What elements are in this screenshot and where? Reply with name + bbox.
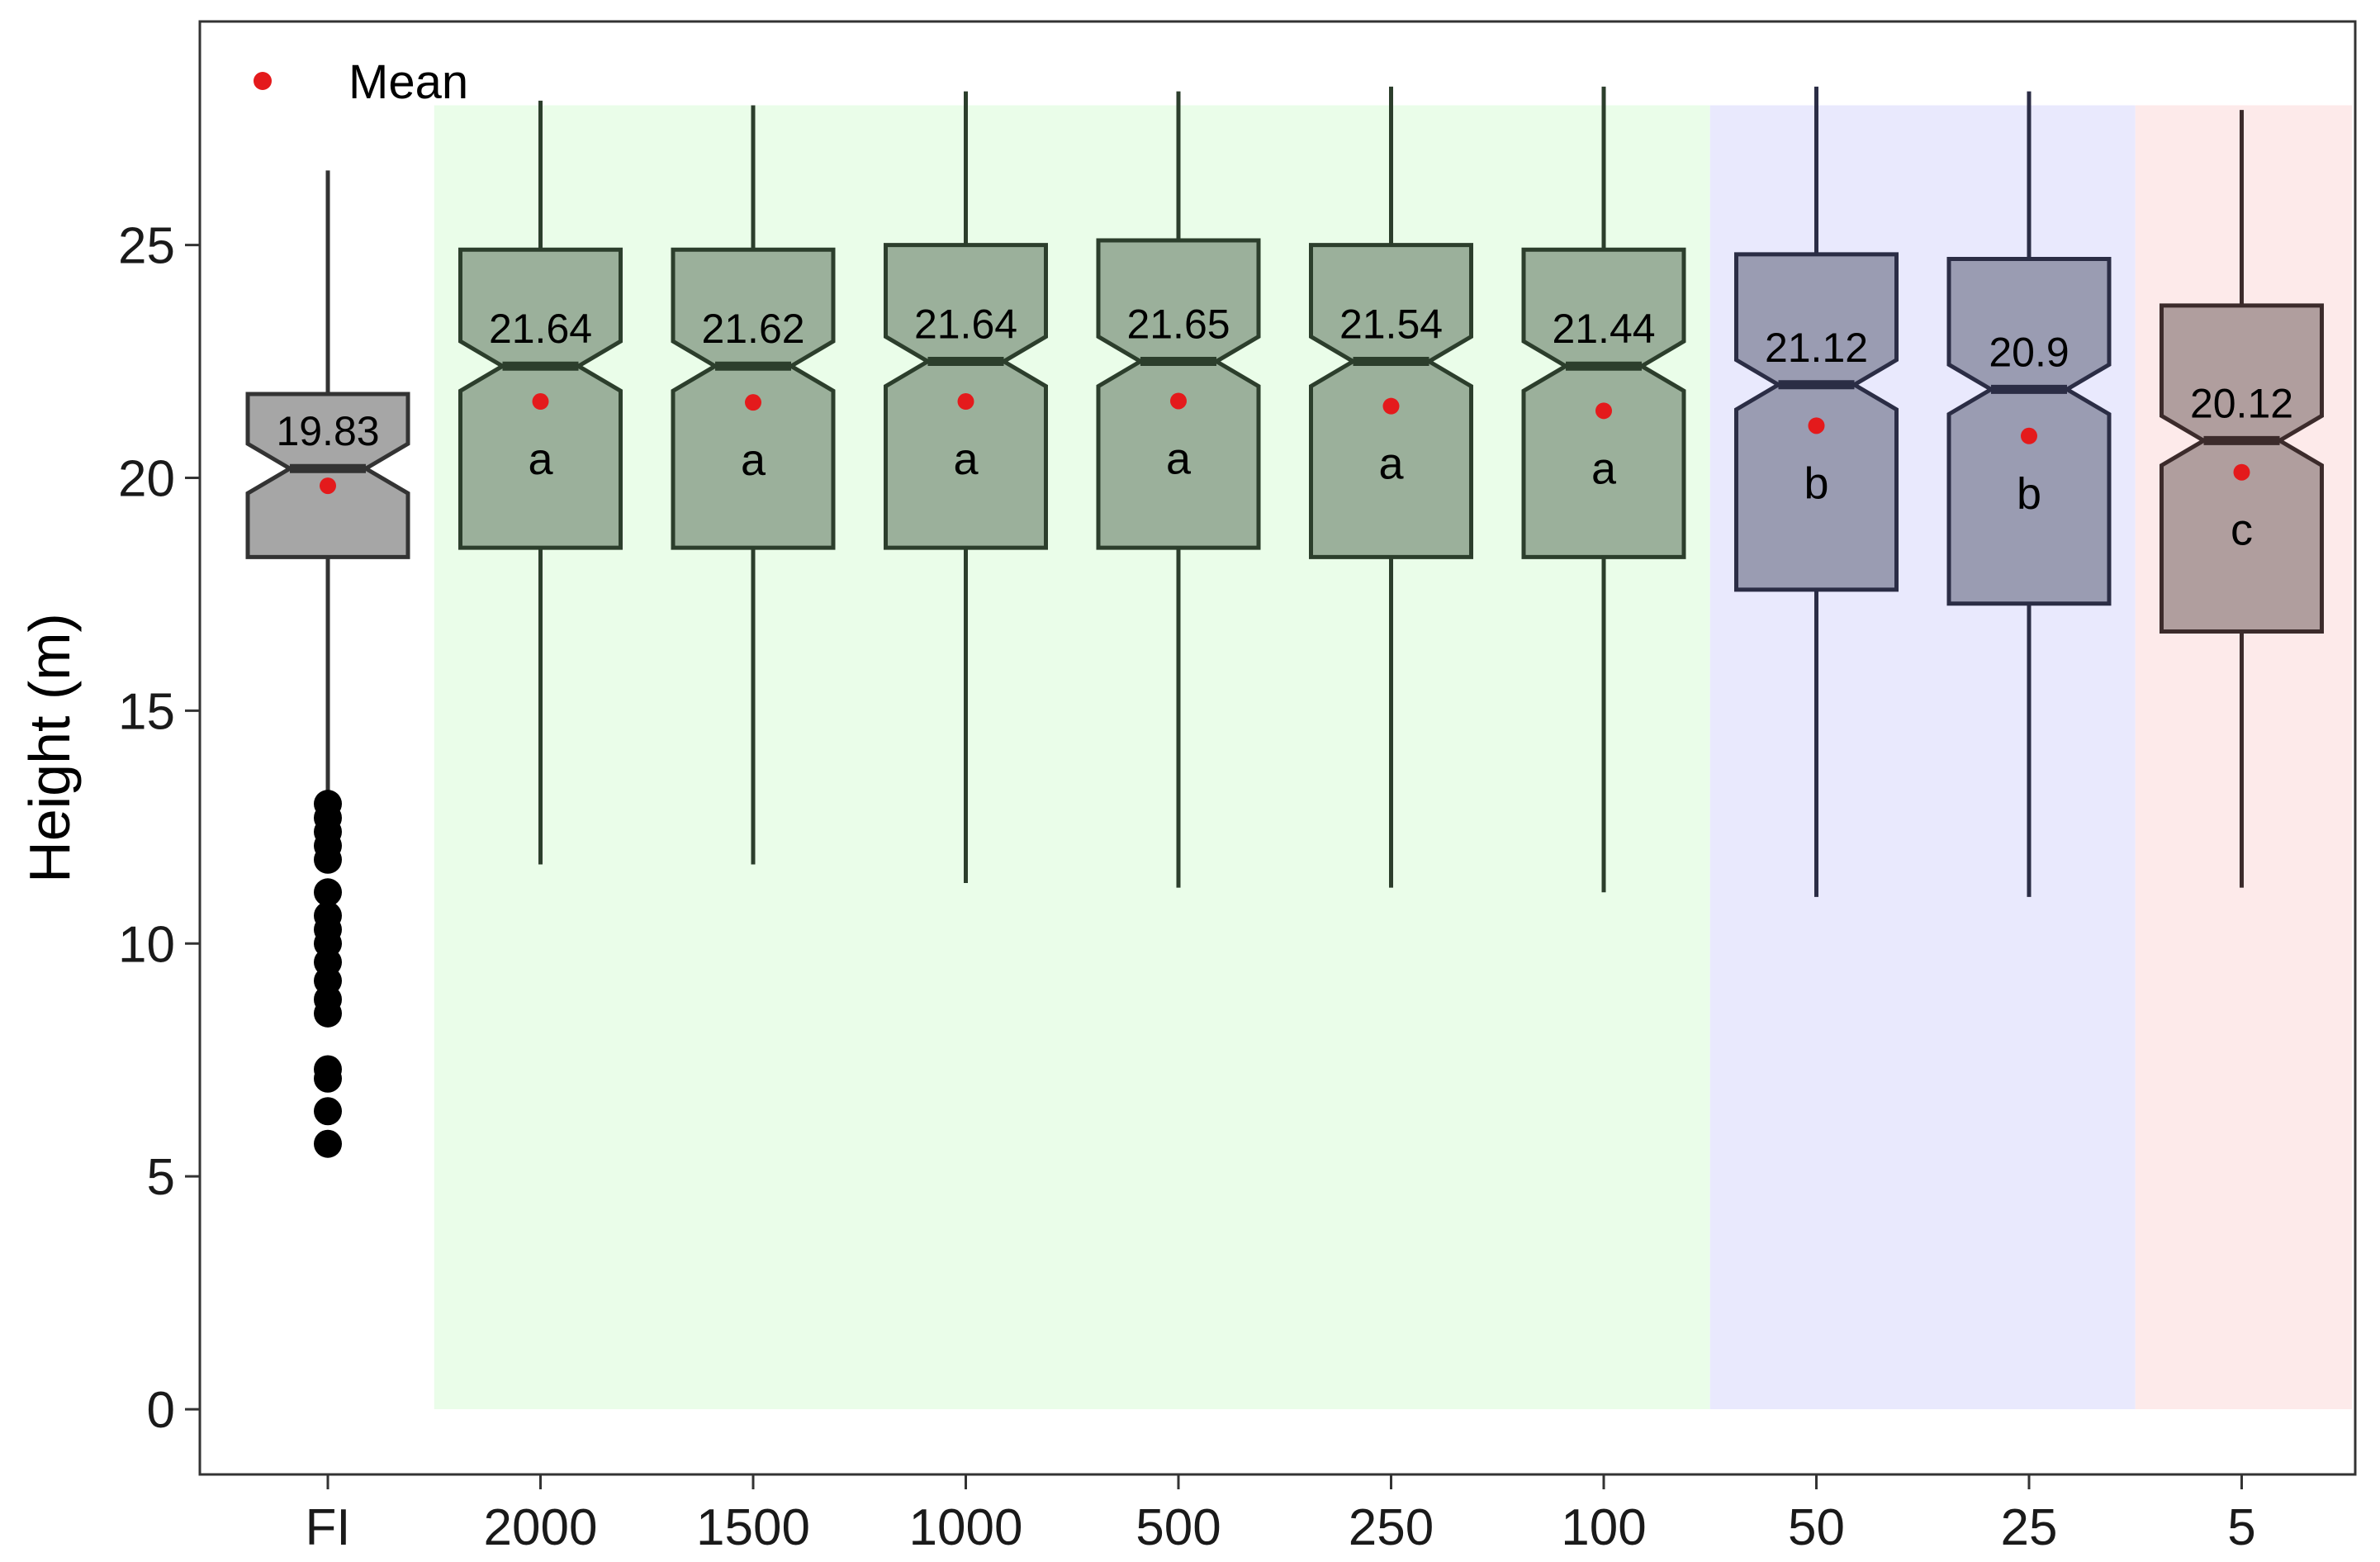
box-plots: 19.8321.64a21.62a21.64a21.65a21.54a21.44… (245, 86, 2324, 1158)
mean-value-label: 21.64 (914, 301, 1017, 348)
group-letter: a (1591, 444, 1617, 493)
outlier-point (314, 845, 342, 874)
mean-marker (957, 393, 974, 411)
box-50: 21.12 b (1734, 86, 1899, 897)
mean-marker (1808, 417, 1825, 434)
x-tick-label: 5 (2227, 1499, 2255, 1556)
mean-marker (532, 393, 549, 411)
outlier-point (314, 1064, 342, 1093)
y-tick-label: 10 (118, 916, 175, 973)
x-tick-label: FI (305, 1499, 350, 1556)
mean-marker (2021, 427, 2037, 444)
legend-mean-marker (254, 72, 272, 90)
y-tick-label: 5 (147, 1149, 175, 1206)
band-2000-100 (434, 105, 1710, 1410)
box-5: 20.12 c (2160, 110, 2324, 888)
y-tick-label: 20 (118, 451, 175, 508)
box-25: 20.9 b (1946, 91, 2112, 897)
x-axis: FI 2000 1500 1000 500 250 100 50 25 5 (305, 1474, 2256, 1556)
outlier-point (314, 1097, 342, 1126)
x-tick-label: 2000 (484, 1499, 598, 1556)
box-250: 21.54 a (1309, 86, 1473, 888)
box-FI: 19.83 (245, 170, 410, 1158)
legend-mean-label: Mean (348, 55, 468, 109)
group-letter: c (2231, 506, 2253, 555)
mean-value-label: 21.44 (1552, 306, 1655, 352)
x-tick-label: 1500 (696, 1499, 810, 1556)
box-body (245, 392, 410, 559)
group-letter: a (741, 435, 766, 485)
group-letter: a (953, 434, 979, 484)
x-tick-label: 100 (1561, 1499, 1646, 1556)
y-tick-label: 0 (147, 1382, 175, 1439)
mean-value-label: 20.9 (1989, 329, 2069, 375)
group-letter: a (1378, 439, 1404, 489)
mean-value-label: 21.54 (1339, 301, 1443, 348)
x-tick-label: 50 (1788, 1499, 1845, 1556)
box-2000: 21.64 a (458, 100, 623, 865)
outlier-point (314, 999, 342, 1028)
mean-marker (1595, 402, 1612, 420)
mean-marker (320, 477, 336, 495)
x-tick-label: 1000 (909, 1499, 1023, 1556)
group-letter: b (1804, 458, 1828, 508)
y-axis: 0 5 10 15 20 25 (118, 218, 200, 1439)
box-100: 21.44 a (1521, 86, 1686, 893)
y-tick-label: 15 (118, 683, 175, 740)
outlier-point (314, 878, 342, 907)
mean-marker (1170, 392, 1187, 410)
mean-marker (1382, 397, 1400, 415)
plot-panel-border (198, 20, 2357, 1476)
group-letter: a (1166, 434, 1192, 483)
mean-marker (2233, 463, 2250, 481)
box-1000: 21.64 a (884, 91, 1048, 883)
x-tick-label: 25 (2001, 1499, 2058, 1556)
mean-value-label: 21.65 (1126, 301, 1230, 348)
group-letter: b (2017, 469, 2041, 519)
y-tick-label: 25 (118, 218, 175, 275)
mean-marker (745, 394, 761, 411)
group-letter: a (528, 434, 553, 484)
mean-value-label: 19.83 (276, 408, 379, 454)
x-tick-label: 250 (1349, 1499, 1434, 1556)
mean-value-label: 21.12 (1765, 325, 1868, 371)
legend: Mean (254, 55, 468, 109)
y-axis-label: Height (m) (17, 613, 82, 883)
box-500: 21.65 a (1096, 91, 1261, 888)
x-tick-label: 500 (1135, 1499, 1221, 1556)
mean-value-label: 21.62 (701, 306, 804, 352)
outlier-point (314, 1129, 342, 1158)
mean-value-label: 21.64 (489, 306, 592, 352)
mean-value-label: 20.12 (2190, 380, 2293, 426)
box-1500: 21.62 a (671, 105, 836, 865)
